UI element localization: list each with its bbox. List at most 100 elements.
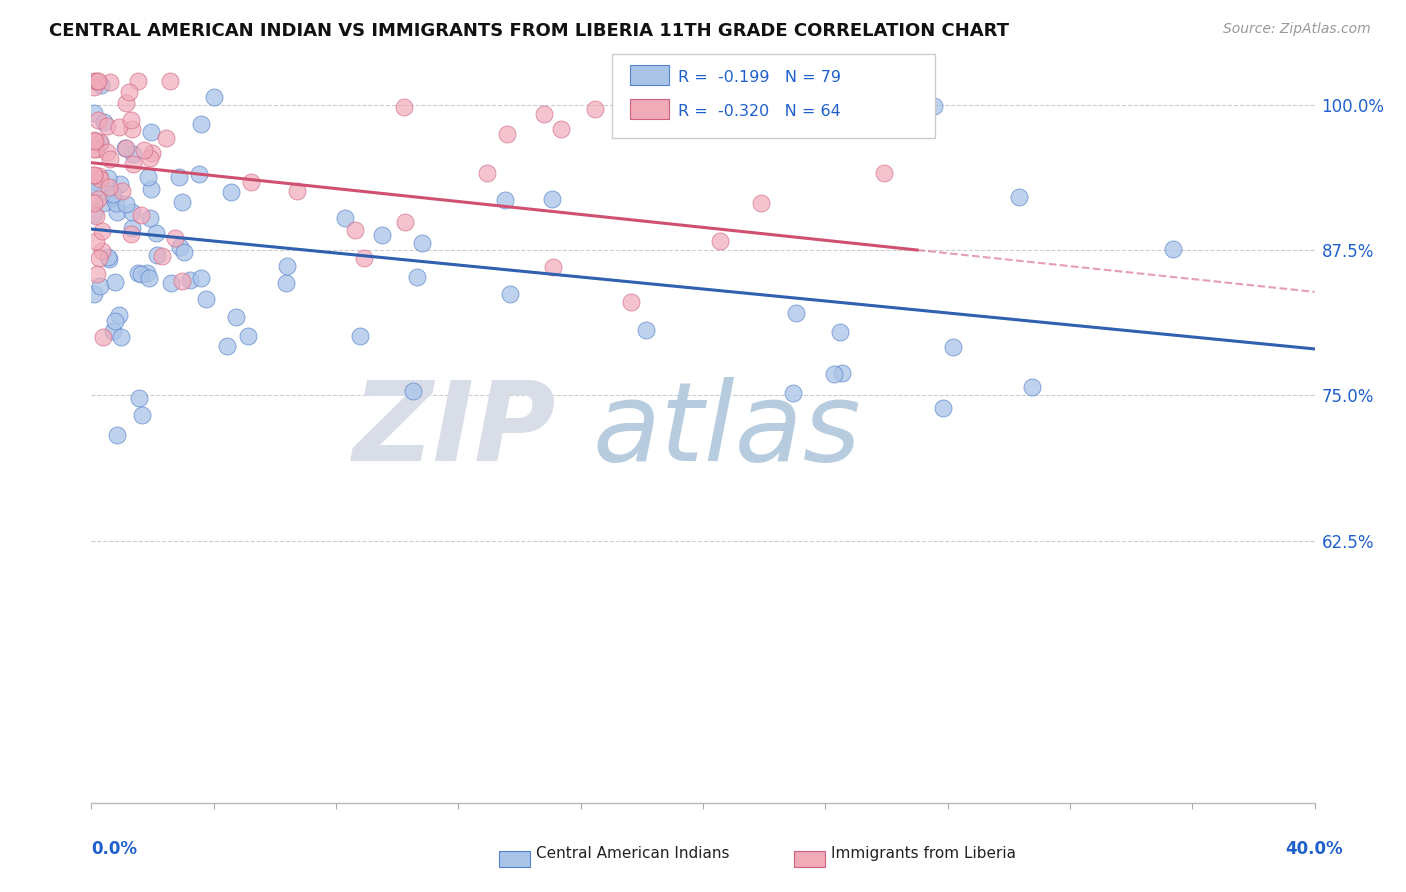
Point (823, 368, 845, 382)
Point (83, 142, 105, 156)
Point (107, 309, 129, 323)
Point (103, 275, 125, 289)
Text: Central American Indians: Central American Indians (536, 846, 730, 861)
Point (236, 329, 259, 343)
Point (105, 428, 128, 442)
Point (190, 117, 212, 131)
Point (188, 167, 211, 181)
Point (129, 208, 152, 222)
Point (128, 391, 150, 405)
Point (122, 157, 145, 171)
Point (89, 278, 111, 293)
Point (159, 277, 181, 291)
Point (97, 180, 120, 194)
Point (873, 165, 896, 179)
Point (495, 127, 517, 141)
Point (1008, 189, 1031, 203)
Point (83, 106, 105, 120)
Point (86, 74, 108, 88)
Text: 40.0%: 40.0% (1285, 840, 1343, 858)
Point (96, 119, 118, 133)
Point (86, 74, 108, 88)
Point (84, 209, 107, 223)
Point (709, 234, 731, 248)
Point (411, 236, 433, 251)
Point (828, 326, 851, 340)
Point (103, 190, 125, 204)
Text: ZIP: ZIP (353, 377, 557, 483)
Point (749, 195, 772, 210)
Point (83, 207, 105, 221)
Point (115, 141, 138, 155)
Point (91, 196, 114, 211)
Point (86, 268, 108, 282)
Point (87, 193, 110, 207)
Point (127, 266, 149, 280)
Point (83, 168, 105, 182)
Point (101, 187, 124, 202)
Point (139, 211, 162, 226)
Point (139, 182, 162, 196)
Point (139, 151, 162, 165)
Point (276, 277, 298, 291)
Point (540, 192, 562, 206)
Point (121, 205, 143, 219)
Point (550, 122, 572, 136)
Point (155, 131, 177, 145)
Point (240, 175, 263, 189)
Point (221, 185, 243, 199)
Point (494, 193, 516, 207)
Point (583, 102, 606, 116)
Point (115, 95, 138, 110)
Point (138, 270, 160, 285)
Point (84, 142, 107, 156)
Point (225, 310, 247, 325)
Point (392, 100, 415, 114)
Point (120, 112, 142, 127)
Point (499, 287, 522, 301)
Point (169, 170, 191, 185)
Point (636, 323, 658, 337)
Point (169, 239, 191, 253)
Point (333, 211, 356, 225)
Point (104, 313, 127, 327)
Point (89, 135, 111, 149)
Point (165, 231, 187, 245)
Point (371, 228, 394, 243)
Point (190, 271, 212, 285)
Point (89, 172, 111, 186)
Point (541, 260, 564, 274)
Point (533, 107, 555, 121)
Point (120, 227, 142, 242)
Point (477, 166, 499, 180)
Point (782, 385, 804, 400)
Text: R =  -0.199   N = 79: R = -0.199 N = 79 (678, 70, 841, 86)
Point (121, 221, 143, 235)
Point (97, 250, 120, 264)
Point (83, 168, 105, 182)
Text: 0.0%: 0.0% (91, 840, 138, 858)
Point (1161, 242, 1184, 256)
Point (159, 74, 181, 88)
Point (84, 234, 107, 248)
Point (173, 244, 195, 259)
Point (98, 252, 121, 267)
Point (932, 401, 955, 415)
Point (402, 384, 425, 399)
Point (942, 340, 965, 354)
Point (1021, 380, 1043, 394)
Point (84, 134, 107, 148)
Point (83, 80, 105, 95)
Point (134, 143, 156, 157)
Point (93, 114, 115, 128)
Point (122, 147, 145, 161)
Point (111, 184, 134, 198)
Point (145, 226, 167, 240)
Point (107, 120, 129, 134)
Point (343, 223, 366, 237)
Text: R =  -0.320   N = 64: R = -0.320 N = 64 (678, 104, 841, 120)
Point (785, 306, 807, 320)
Text: Source: ZipAtlas.com: Source: ZipAtlas.com (1223, 22, 1371, 37)
Point (138, 170, 160, 185)
Text: CENTRAL AMERICAN INDIAN VS IMMIGRANTS FROM LIBERIA 11TH GRADE CORRELATION CHART: CENTRAL AMERICAN INDIAN VS IMMIGRANTS FR… (49, 22, 1010, 40)
